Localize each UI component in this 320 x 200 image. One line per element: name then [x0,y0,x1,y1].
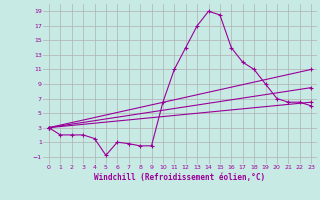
X-axis label: Windchill (Refroidissement éolien,°C): Windchill (Refroidissement éolien,°C) [94,173,266,182]
